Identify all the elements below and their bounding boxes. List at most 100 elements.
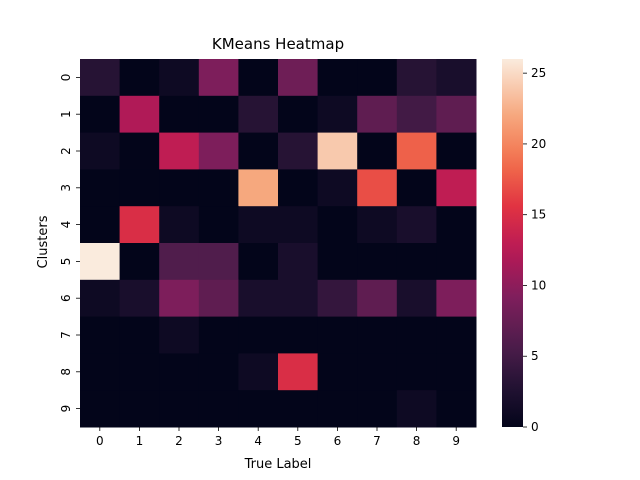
heatmap-cell [80,132,121,170]
heatmap-cell [198,243,239,281]
heatmap-cell [198,95,239,134]
heatmap-cell [238,206,279,244]
heatmap-cell [357,59,398,97]
heatmap-cell [357,95,398,134]
heatmap-cell [238,132,279,170]
heatmap-cell [159,390,200,428]
heatmap-cell [317,95,358,134]
x-tick-label: 7 [373,434,381,448]
x-tick-label: 6 [334,434,342,448]
heatmap-cell [80,279,121,318]
heatmap-cell [436,353,477,391]
heatmap-cell [278,169,319,207]
heatmap-cell [119,59,160,97]
heatmap-cell [396,279,437,318]
x-tick-label: 1 [136,434,144,448]
heatmap-cell [238,243,279,281]
heatmap-cell [436,206,477,244]
heatmap-cell [80,95,121,134]
heatmap-cell [278,353,319,391]
heatmap-cell [396,206,437,244]
x-tick-labels: 0 1 2 3 4 5 6 7 8 9 [96,427,460,448]
heatmap-cell [317,132,358,170]
x-tick-label: 8 [413,434,421,448]
heatmap-cell [436,279,477,318]
heatmap-cell [80,169,121,207]
colorbar-tick-label: 5 [531,349,539,363]
heatmap-cells [80,59,477,428]
heatmap-cell [396,243,437,281]
y-axis-label: Clusters [36,215,51,268]
heatmap-cell [238,316,279,354]
heatmap-cell [396,390,437,428]
heatmap-cell [436,59,477,97]
heatmap-cell [159,169,200,207]
heatmap-cell [436,95,477,134]
heatmap-cell [159,132,200,170]
chart-title: KMeans Heatmap [212,35,344,53]
y-tick-label: 6 [59,294,73,302]
heatmap-cell [238,353,279,391]
y-tick-label: 7 [59,331,73,339]
heatmap-cell [436,169,477,207]
colorbar-tick-label: 20 [531,137,546,151]
x-tick-label: 3 [215,434,223,448]
heatmap-cell [278,59,319,97]
colorbar-ticks: 0 5 10 15 20 25 [523,66,546,434]
heatmap-cell [159,316,200,354]
heatmap-cell [80,316,121,354]
heatmap-cell [119,390,160,428]
heatmap-cell [159,243,200,281]
y-tick-label: 2 [59,147,73,155]
heatmap-cell [198,390,239,428]
heatmap-cell [119,169,160,207]
heatmap-cell [238,390,279,428]
heatmap-cell [159,279,200,318]
heatmap-cell [159,206,200,244]
y-tick-label: 3 [59,184,73,192]
heatmap-cell [119,353,160,391]
heatmap-cell [119,132,160,170]
heatmap-cell [436,243,477,281]
heatmap-cell [317,169,358,207]
heatmap-cell [198,132,239,170]
y-tick-label: 9 [59,405,73,413]
heatmap-cell [317,353,358,391]
y-tick-label: 0 [59,74,73,82]
heatmap-cell [238,59,279,97]
heatmap-cell [436,132,477,170]
y-tick-label: 8 [59,368,73,376]
heatmap-cell [198,279,239,318]
heatmap-cell [119,206,160,244]
y-tick-label: 5 [59,258,73,266]
heatmap-cell [198,169,239,207]
x-tick-label: 9 [452,434,460,448]
heatmap-cell [278,279,319,318]
heatmap-cell [238,95,279,134]
heatmap-cell [317,390,358,428]
heatmap-cell [119,316,160,354]
heatmap-cell [357,243,398,281]
heatmap-cell [119,243,160,281]
heatmap-cell [198,206,239,244]
heatmap-cell [357,279,398,318]
heatmap-cell [357,206,398,244]
colorbar-tick-label: 0 [531,420,539,434]
heatmap-cell [396,353,437,391]
heatmap-cell [396,316,437,354]
heatmap-cell [238,279,279,318]
colorbar-tick-label: 15 [531,208,546,222]
heatmap-cell [159,95,200,134]
y-tick-label: 1 [59,110,73,118]
heatmap-cell [159,353,200,391]
heatmap-cell [278,243,319,281]
heatmap-cell [317,59,358,97]
heatmap-cell [317,243,358,281]
heatmap-cell [317,279,358,318]
x-tick-label: 2 [175,434,183,448]
x-tick-label: 5 [294,434,302,448]
heatmap-cell [436,316,477,354]
heatmap-cell [278,132,319,170]
heatmap-cell [119,279,160,318]
heatmap-cell [80,206,121,244]
